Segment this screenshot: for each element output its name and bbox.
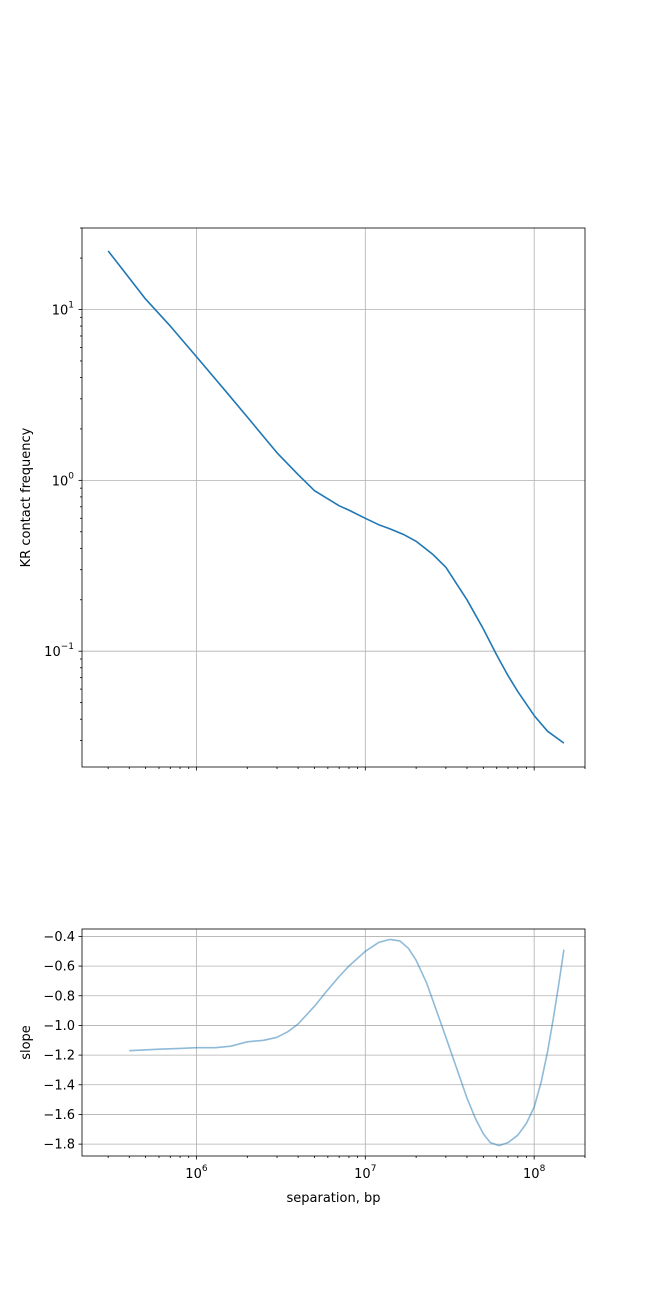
y-tick-label: −0.6 [43, 960, 75, 975]
x-tick-label: 107 [354, 1164, 376, 1182]
y-tick-label: −0.8 [43, 989, 75, 1004]
plot-frame [81, 928, 586, 1157]
x-tick-exponent: 6 [202, 1164, 208, 1174]
series-line [107, 250, 565, 744]
y-tick-base: 10 [52, 474, 69, 489]
x-axis-label: separation, bp [287, 1191, 381, 1206]
y-tick-base: 10 [44, 645, 61, 660]
y-axis-label: KR contact frequency [19, 427, 34, 567]
series-line [129, 938, 565, 1147]
y-tick-exponent: 0 [68, 471, 74, 481]
y-tick-label: 10−1 [44, 642, 74, 660]
x-tick-base: 10 [523, 1167, 540, 1182]
y-tick-label: −0.4 [43, 930, 75, 945]
x-tick-exponent: 7 [371, 1164, 377, 1174]
y-tick-exponent: 1 [68, 301, 74, 311]
x-tick-base: 10 [354, 1167, 371, 1182]
y-tick-label: −1.4 [43, 1078, 75, 1093]
y-tick-label: 100 [52, 471, 75, 489]
y-tick-exponent: −1 [61, 642, 74, 652]
x-tick-label: 106 [185, 1164, 208, 1182]
y-tick-label: −1.8 [43, 1138, 75, 1153]
y-tick-label: 101 [52, 301, 74, 319]
y-tick-label: −1.6 [43, 1108, 75, 1123]
y-tick-label: −1.2 [43, 1049, 75, 1064]
x-tick-exponent: 8 [540, 1164, 546, 1174]
y-tick-label: −1.0 [43, 1019, 75, 1034]
y-axis-label: slope [19, 1025, 34, 1060]
y-tick-base: 10 [52, 304, 69, 319]
x-tick-label: 108 [523, 1164, 546, 1182]
plot-frame [81, 227, 586, 768]
x-tick-base: 10 [185, 1167, 202, 1182]
